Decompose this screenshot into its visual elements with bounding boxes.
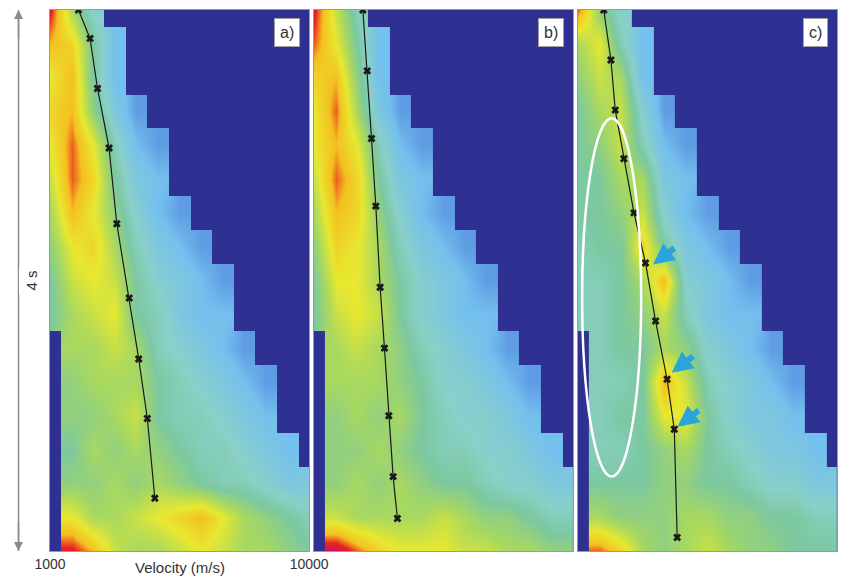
svg-text:10000: 10000 xyxy=(290,556,329,572)
svg-text:1000: 1000 xyxy=(34,556,65,572)
svg-text:b): b) xyxy=(544,24,558,41)
svg-text:a): a) xyxy=(280,24,294,41)
svg-text:Velocity (m/s): Velocity (m/s) xyxy=(135,559,225,576)
svg-text:c): c) xyxy=(809,24,822,41)
svg-text:4 s: 4 s xyxy=(23,271,40,291)
